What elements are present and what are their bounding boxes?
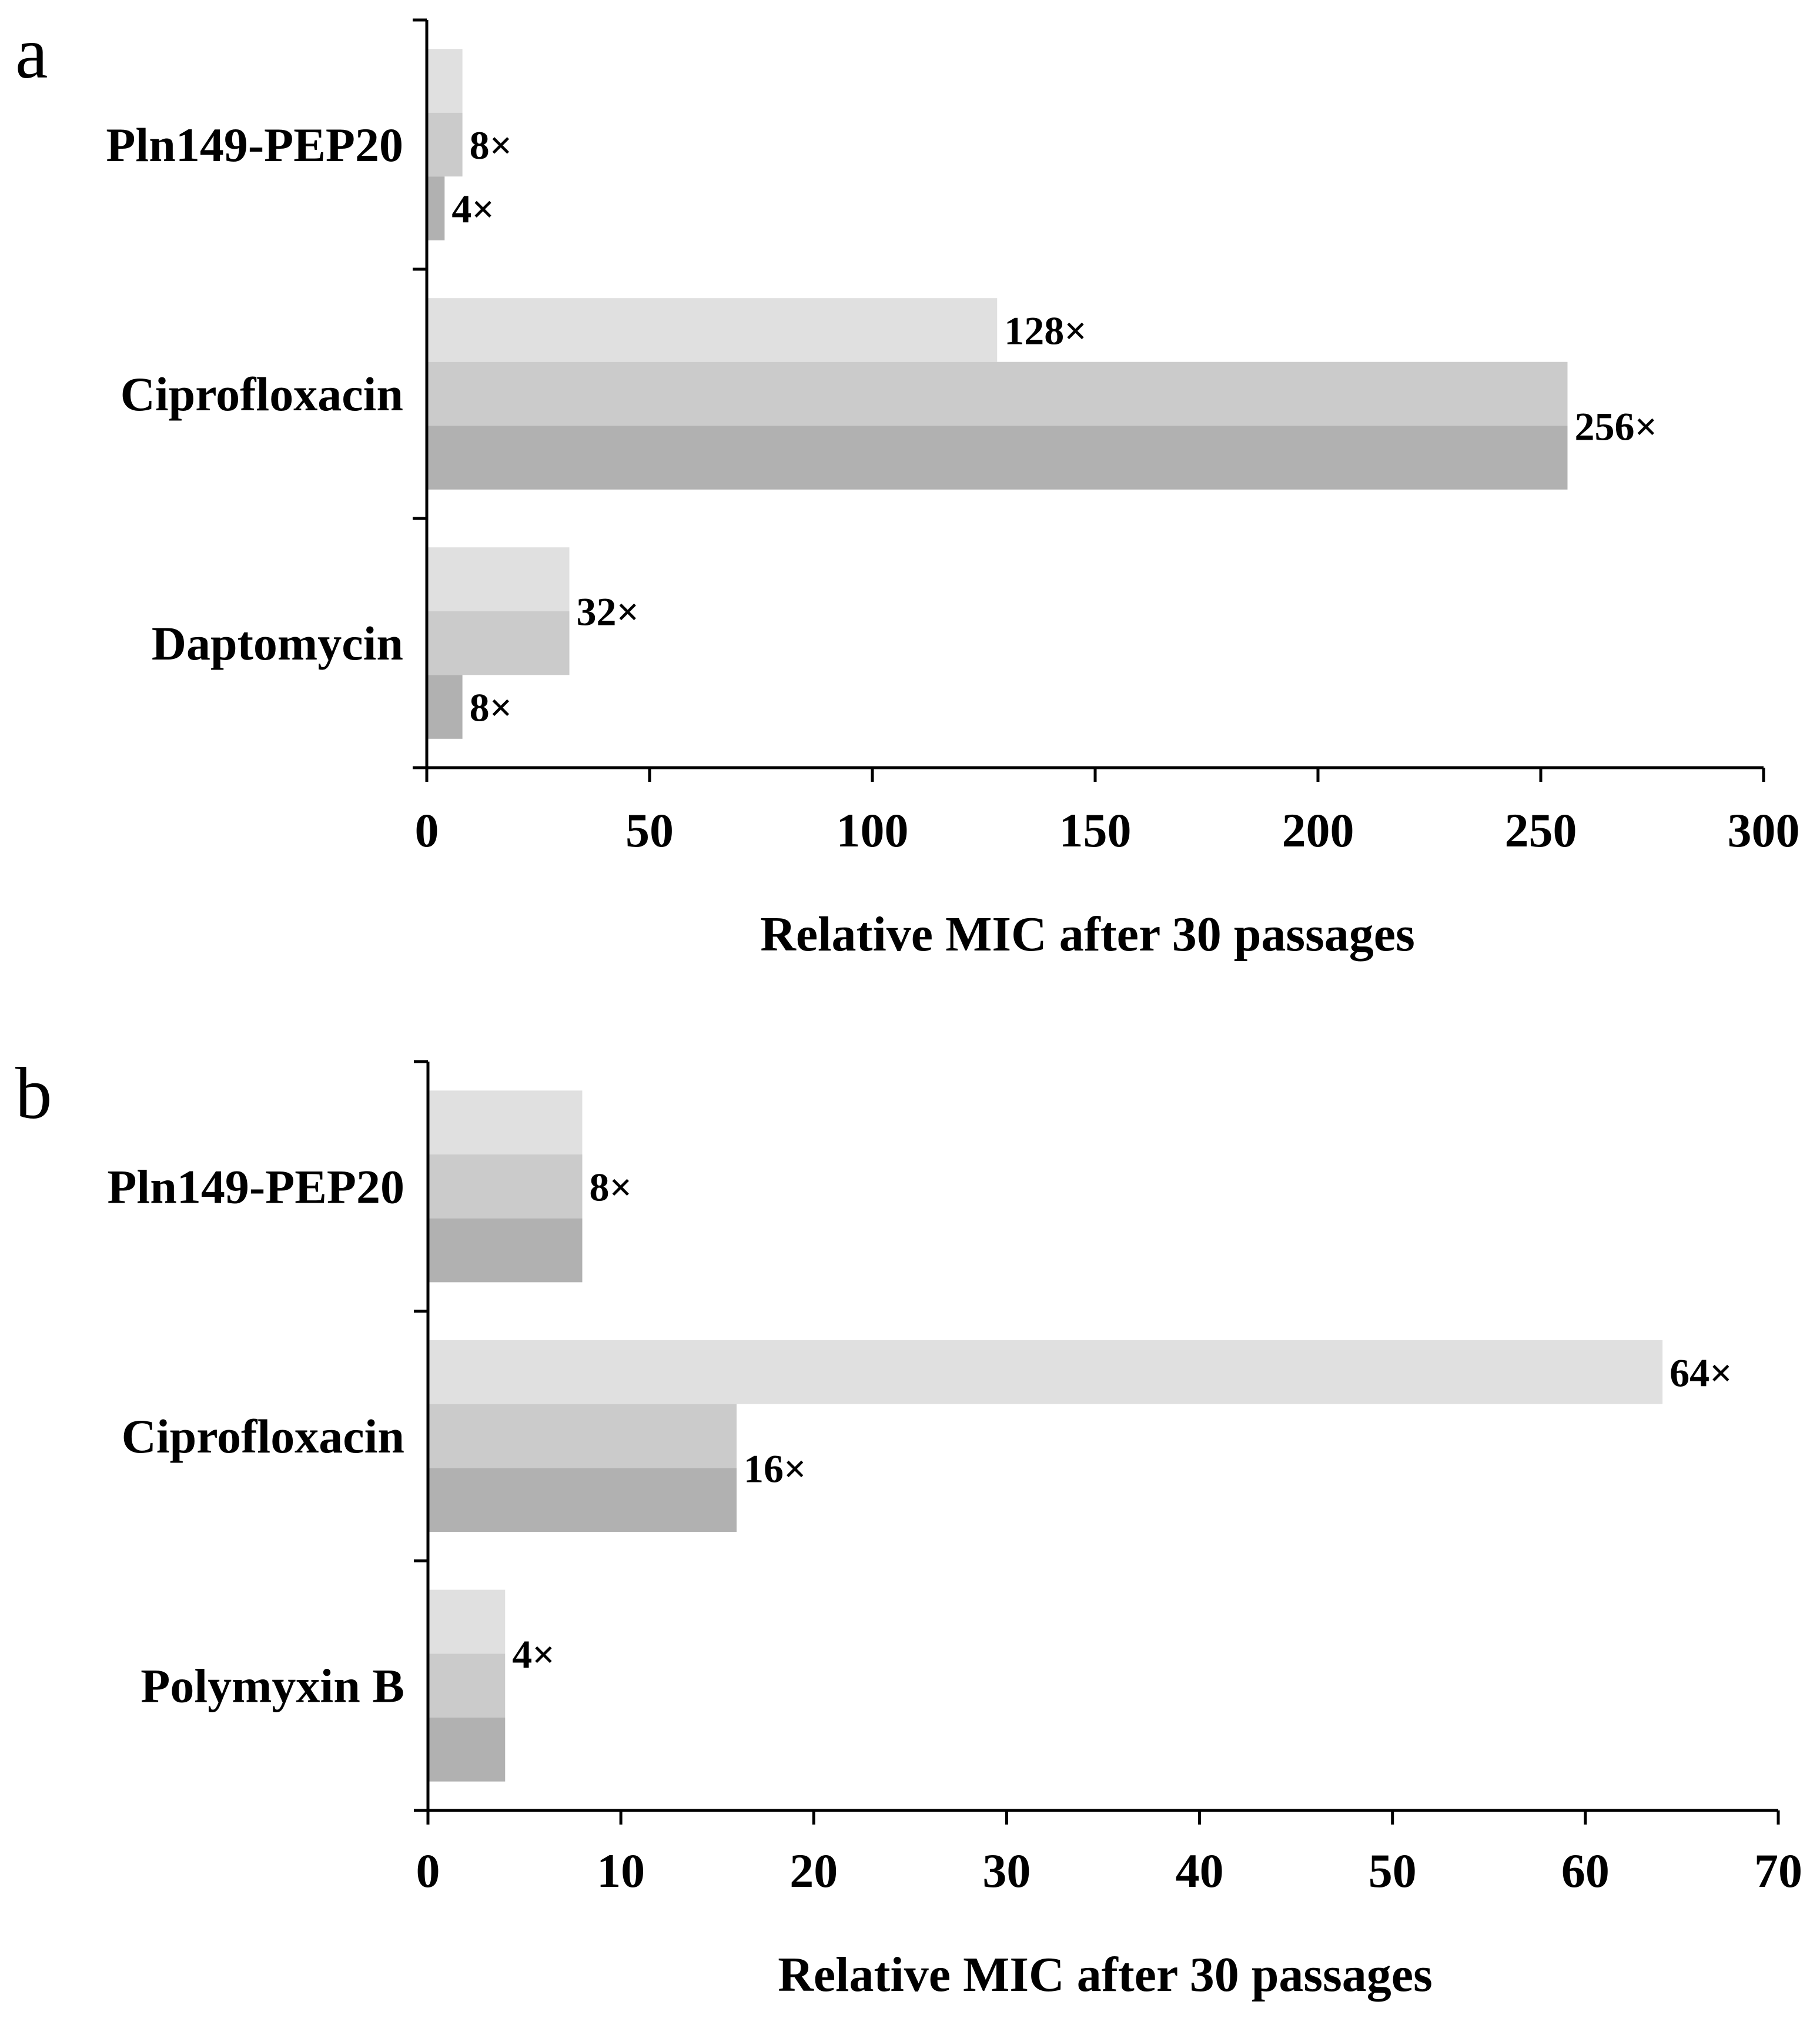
x-tick-label-b-2: 20 (789, 1844, 838, 1897)
bar-a-cat0-series3 (427, 176, 445, 240)
x-tick-label-b-1: 10 (597, 1844, 645, 1897)
bar-b-cat1-series3 (428, 1468, 737, 1532)
bar-a-cat2-series1 (427, 547, 570, 611)
bar-a-cat2-series2 (427, 611, 570, 675)
data-label-b-0: 8× (590, 1164, 633, 1209)
category-label-a-2: Daptomycin (152, 617, 403, 670)
data-label-a-4: 32× (577, 590, 640, 634)
category-label-a-1: Ciprofloxacin (121, 367, 403, 421)
category-label-b-1: Ciprofloxacin (122, 1410, 404, 1463)
x-tick-label-a-6: 300 (1728, 804, 1800, 857)
data-label-a-1: 4× (451, 187, 494, 232)
data-label-b-2: 16× (744, 1446, 807, 1491)
bar-b-cat2-series1 (428, 1589, 506, 1654)
bar-a-cat0-series1 (427, 49, 463, 113)
x-tick-label-a-3: 150 (1059, 804, 1132, 857)
x-tick-label-b-4: 40 (1176, 1844, 1224, 1897)
bar-a-cat1-series2 (427, 362, 1568, 426)
bar-b-cat1-series1 (428, 1340, 1663, 1404)
bar-a-cat0-series2 (427, 112, 463, 177)
x-axis-title-a: Relative MIC after 30 passages (760, 907, 1415, 962)
x-tick-label-b-7: 70 (1754, 1844, 1802, 1897)
data-label-b-3: 4× (512, 1632, 555, 1676)
x-tick-label-a-1: 50 (625, 804, 674, 857)
data-label-a-2: 128× (1004, 308, 1087, 353)
x-tick-label-a-4: 200 (1282, 804, 1354, 857)
bar-a-cat1-series3 (427, 426, 1568, 490)
x-tick-label-b-6: 60 (1561, 1844, 1610, 1897)
x-axis-title-b: Relative MIC after 30 passages (778, 1947, 1433, 2002)
bar-b-cat2-series2 (428, 1654, 506, 1718)
data-label-b-1: 64× (1670, 1350, 1732, 1395)
data-label-a-5: 8× (470, 685, 513, 730)
bar-b-cat1-series2 (428, 1404, 737, 1468)
bar-b-cat0-series2 (428, 1154, 583, 1219)
x-tick-label-a-0: 0 (415, 804, 439, 857)
x-tick-label-a-2: 100 (837, 804, 909, 857)
category-label-a-0: Pln149-PEP20 (106, 118, 403, 172)
panel-letter-a: a (15, 13, 48, 94)
category-label-b-2: Polymyxin B (140, 1659, 404, 1713)
bar-b-cat0-series3 (428, 1218, 583, 1283)
data-label-a-0: 8× (470, 123, 513, 168)
bar-a-cat2-series3 (427, 675, 463, 739)
panel-letter-b: b (15, 1053, 52, 1134)
bar-b-cat0-series1 (428, 1090, 583, 1154)
panel-a-chart: a 8× 4× 128× 256× 32× 8× Pln149-PEP20 Ciprofloxa… (15, 13, 1800, 962)
x-tick-label-b-5: 50 (1369, 1844, 1417, 1897)
bar-a-cat1-series1 (427, 298, 998, 362)
category-label-b-0: Pln149-PEP20 (107, 1160, 404, 1213)
x-tick-label-b-0: 0 (416, 1844, 440, 1897)
x-tick-label-a-5: 250 (1505, 804, 1577, 857)
bar-b-cat2-series3 (428, 1718, 506, 1782)
panel-b-chart: b 8× 64× 16× 4× Pln149-PEP20 Ciprofloxacin Poly… (15, 1053, 1802, 2002)
data-label-a-3: 256× (1574, 404, 1657, 448)
x-tick-label-b-3: 30 (982, 1844, 1031, 1897)
